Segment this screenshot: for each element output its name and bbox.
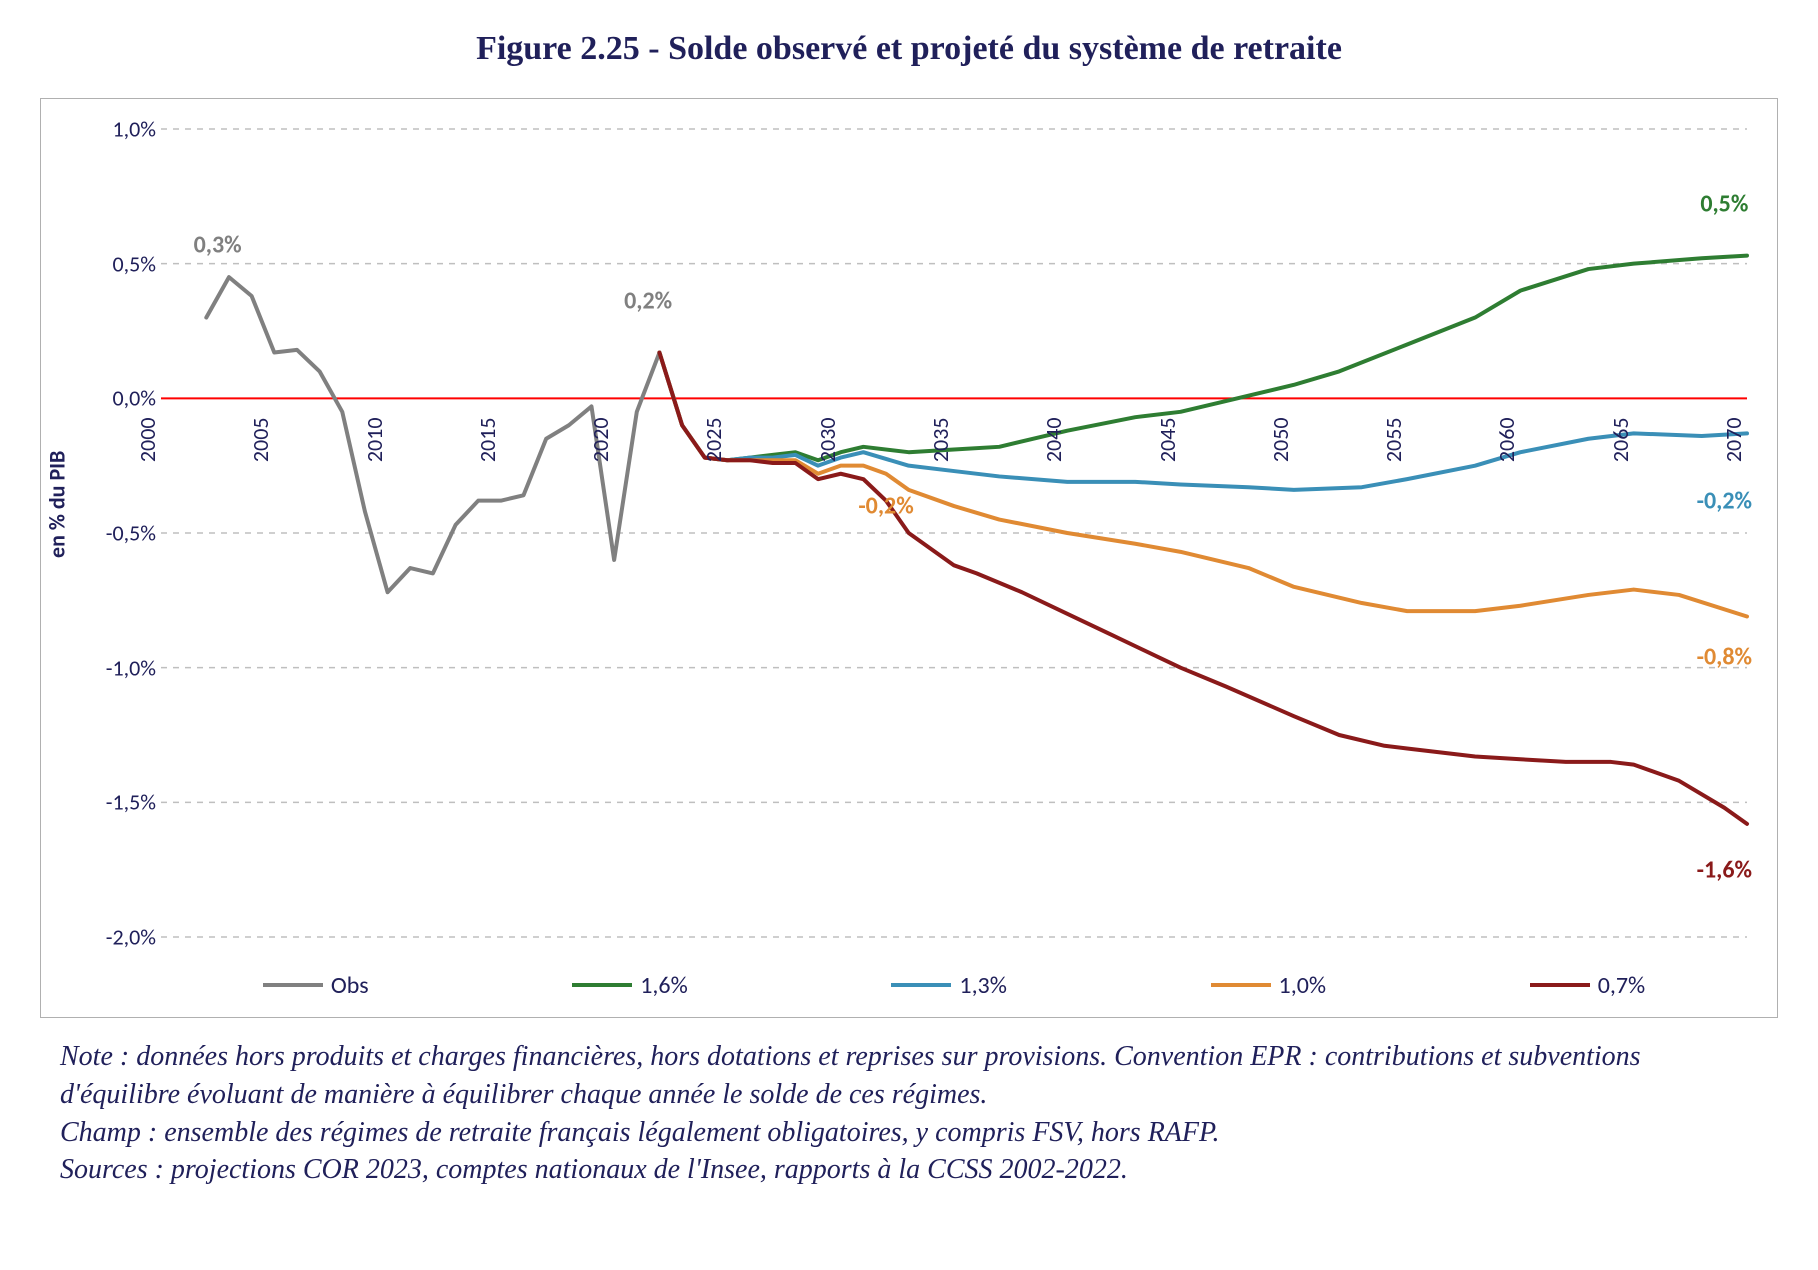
figure-container: Figure 2.25 - Solde observé et projeté d… [0,0,1818,1270]
chart-frame: en % du PIB 0,3% 0,2% -0,2% 0,5% -0,2% -0,8% -… [40,98,1778,1018]
series-point-label: -0,8% [1697,642,1752,671]
x-tick-label: 2035 [927,418,954,463]
x-tick-label: 2040 [1040,418,1067,463]
x-tick-label: 2000 [134,418,161,463]
legend-label: 1,0% [1279,971,1326,1000]
legend-item-s07: 0,7% [1530,971,1645,1000]
legend-label: 1,6% [640,971,687,1000]
figure-title: Figure 2.25 - Solde observé et projeté d… [40,30,1778,68]
legend: Obs 1,6% 1,3% 1,0% 0,7% [161,965,1747,1005]
legend-swatch [263,983,323,987]
series-point-label: -1,6% [1697,855,1752,884]
figure-notes: Note : données hors produits et charges … [60,1038,1758,1189]
y-axis-title: en % du PIB [44,451,71,558]
x-tick-label: 2065 [1607,418,1634,463]
series-point-label: 0,3% [194,230,242,259]
plot-svg [161,129,1747,937]
legend-swatch [572,983,632,987]
x-tick-label: 2025 [700,418,727,463]
y-tick-label: -0,5% [106,520,156,547]
y-tick-label: 0,0% [112,385,156,412]
y-tick-label: -1,0% [106,654,156,681]
legend-label: Obs [331,971,369,1000]
legend-label: 1,3% [959,971,1006,1000]
series-point-label: 0,5% [1700,190,1748,219]
legend-item-s10: 1,0% [1211,971,1326,1000]
x-tick-label: 2070 [1720,418,1747,463]
legend-swatch [1211,983,1271,987]
note-line-2: Champ : ensemble des régimes de retraite… [60,1114,1758,1152]
series-point-label: 0,2% [624,287,672,316]
y-tick-label: -1,5% [106,789,156,816]
x-tick-label: 2050 [1267,418,1294,463]
legend-item-obs: Obs [263,971,369,1000]
series-point-label: -0,2% [1697,486,1752,515]
note-line-3: Sources : projections COR 2023, comptes … [60,1151,1758,1189]
legend-swatch [1530,983,1590,987]
legend-item-s13: 1,3% [891,971,1006,1000]
series-point-label: -0,2% [858,492,913,521]
legend-swatch [891,983,951,987]
note-line-1: Note : données hors produits et charges … [60,1038,1758,1114]
legend-item-s16: 1,6% [572,971,687,1000]
y-tick-label: 1,0% [112,116,156,143]
y-tick-label: 0,5% [112,250,156,277]
x-tick-label: 2020 [587,418,614,463]
x-tick-label: 2045 [1154,418,1181,463]
x-tick-label: 2005 [247,418,274,463]
x-tick-label: 2030 [814,418,841,463]
legend-label: 0,7% [1598,971,1645,1000]
plot-area: 0,3%0,2%-0,2%0,5%-0,2%-0,8%-1,6% [161,129,1747,937]
x-tick-label: 2015 [474,418,501,463]
x-tick-label: 2010 [361,418,388,463]
y-tick-label: -2,0% [106,924,156,951]
x-tick-label: 2060 [1493,418,1520,463]
x-tick-label: 2055 [1380,418,1407,463]
